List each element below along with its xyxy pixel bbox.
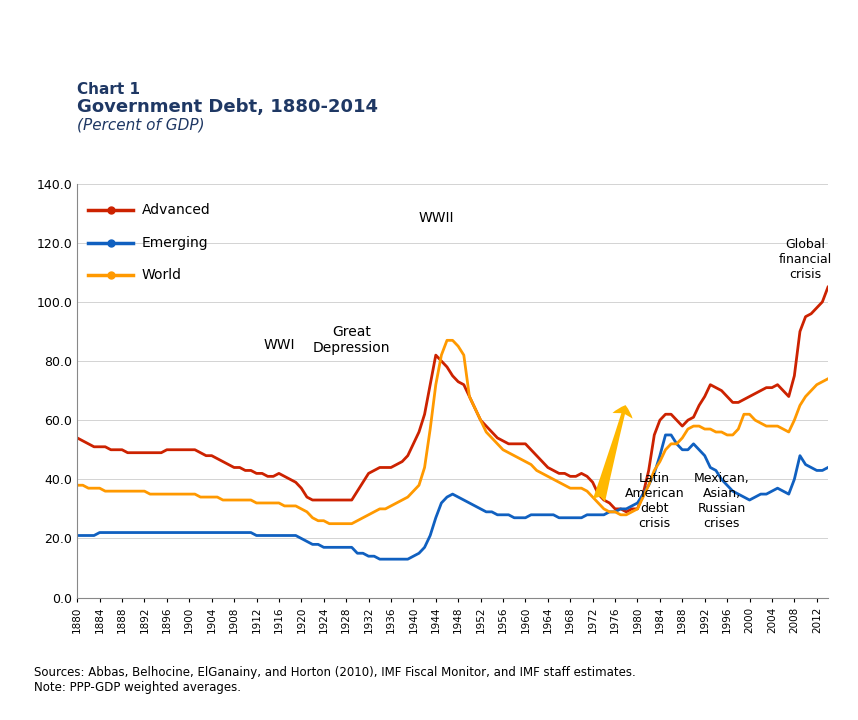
Text: Advanced: Advanced [142,203,210,217]
Text: WWII: WWII [418,211,454,225]
Text: World: World [142,269,182,282]
Text: Government Debt, 1880-2014: Government Debt, 1880-2014 [77,98,378,116]
Text: Latin
American
debt
crisis: Latin American debt crisis [625,472,684,530]
Text: (Percent of GDP): (Percent of GDP) [77,117,205,132]
Text: Chart 1: Chart 1 [77,81,140,96]
Text: Emerging: Emerging [142,235,208,250]
Text: Global
financial
crisis: Global financial crisis [779,238,832,282]
Text: Mexican,
Asian,
Russian
crises: Mexican, Asian, Russian crises [693,472,749,530]
Text: Great
Depression: Great Depression [313,325,390,355]
Text: Sources: Abbas, Belhocine, ElGanainy, and Horton (2010), IMF Fiscal Monitor, and: Sources: Abbas, Belhocine, ElGanainy, an… [34,666,636,694]
Text: WWI: WWI [263,338,294,352]
